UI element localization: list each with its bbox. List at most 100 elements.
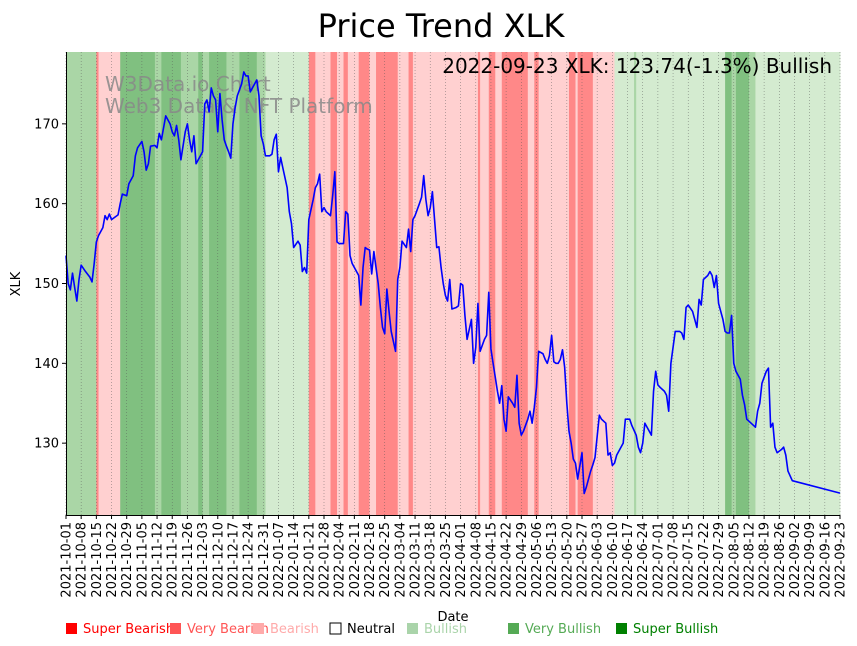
sentiment-band-22 bbox=[376, 52, 399, 515]
x-tick-label-7: 2021-11-19 bbox=[166, 522, 181, 598]
watermark: W3Data.io Chart Web3 Data & NFT Platform bbox=[105, 72, 373, 118]
x-tick-label-3: 2021-10-22 bbox=[105, 522, 120, 598]
sentiment-band-1 bbox=[96, 52, 99, 515]
x-tick-label-46: 2022-08-19 bbox=[758, 522, 773, 598]
sentiment-legend: Super Bearish Very Bearish Bearish Neutral B… bbox=[66, 622, 718, 637]
sentiment-bands bbox=[66, 52, 841, 515]
legend-swatch-3 bbox=[329, 622, 342, 635]
price-line bbox=[65, 71, 841, 495]
sentiment-band-40 bbox=[636, 52, 726, 515]
sentiment-band-12 bbox=[256, 52, 266, 515]
sentiment-band-29 bbox=[495, 52, 503, 515]
legend-label-3: Neutral bbox=[347, 622, 395, 637]
sentiment-band-39 bbox=[634, 52, 637, 515]
axes bbox=[66, 52, 840, 516]
x-tick-label-47: 2022-08-26 bbox=[773, 522, 788, 598]
x-tick-label-11: 2021-12-17 bbox=[226, 522, 241, 598]
x-tick-label-28: 2022-04-15 bbox=[484, 522, 499, 598]
sentiment-band-2 bbox=[98, 52, 121, 515]
x-tick-label-34: 2022-05-27 bbox=[576, 522, 591, 598]
sentiment-band-33 bbox=[538, 52, 570, 515]
x-tick-label-27: 2022-04-08 bbox=[469, 522, 484, 598]
x-tick-label-12: 2021-12-24 bbox=[242, 522, 257, 598]
x-tick-label-45: 2022-08-12 bbox=[742, 522, 757, 598]
sentiment-band-44 bbox=[748, 52, 756, 515]
y-tick-label-150: 150 bbox=[34, 277, 59, 292]
x-tick-label-2: 2021-10-15 bbox=[90, 522, 105, 598]
legend-swatch-5 bbox=[508, 623, 519, 634]
sentiment-band-24 bbox=[408, 52, 414, 515]
x-tick-label-24: 2022-03-18 bbox=[424, 522, 439, 598]
sentiment-band-45 bbox=[755, 52, 841, 515]
x-tick-label-6: 2021-11-12 bbox=[151, 522, 166, 598]
legend-swatch-6 bbox=[616, 623, 627, 634]
y-tick-label-130: 130 bbox=[34, 437, 59, 452]
sentiment-band-36 bbox=[577, 52, 594, 515]
sentiment-band-17 bbox=[337, 52, 344, 515]
y-axis-label: XLK bbox=[9, 271, 24, 296]
sentiment-band-14 bbox=[308, 52, 316, 515]
sentiment-band-37 bbox=[592, 52, 615, 515]
legend-swatch-1 bbox=[170, 623, 181, 634]
x-tick-label-5: 2021-11-05 bbox=[135, 522, 150, 598]
sentiment-band-26 bbox=[477, 52, 481, 515]
x-tick-label-39: 2022-07-01 bbox=[651, 522, 666, 598]
legend-swatch-2 bbox=[253, 623, 264, 634]
sentiment-band-20 bbox=[358, 52, 370, 515]
sentiment-band-43 bbox=[735, 52, 750, 515]
legend-swatch-0 bbox=[66, 623, 77, 634]
x-tick-label-20: 2022-02-18 bbox=[363, 522, 378, 598]
x-tick-label-42: 2022-07-22 bbox=[697, 522, 712, 598]
x-tick-label-22: 2022-03-04 bbox=[393, 522, 408, 598]
sentiment-band-34 bbox=[568, 52, 576, 515]
x-tick-label-1: 2021-10-08 bbox=[75, 522, 90, 598]
x-tick-label-32: 2022-05-13 bbox=[545, 522, 560, 598]
sentiment-band-4 bbox=[154, 52, 162, 515]
x-tick-label-18: 2022-02-04 bbox=[333, 522, 348, 598]
sentiment-band-15 bbox=[315, 52, 331, 515]
legend-label-5: Very Bullish bbox=[525, 622, 601, 637]
sentiment-band-21 bbox=[369, 52, 377, 515]
x-tick-label-50: 2022-09-16 bbox=[818, 522, 833, 598]
x-tick-label-41: 2022-07-15 bbox=[682, 522, 697, 598]
legend-label-4: Bullish bbox=[424, 622, 467, 637]
x-tick-label-25: 2022-03-25 bbox=[439, 522, 454, 598]
x-tick-label-16: 2022-01-21 bbox=[302, 522, 317, 598]
x-tick-label-9: 2021-12-03 bbox=[196, 522, 211, 598]
x-tick-label-48: 2022-09-02 bbox=[788, 522, 803, 598]
legend-label-2: Bearish bbox=[270, 622, 319, 637]
sentiment-band-35 bbox=[575, 52, 579, 515]
sentiment-band-7 bbox=[198, 52, 203, 515]
x-tick-label-44: 2022-08-05 bbox=[727, 522, 742, 598]
y-tick-label-160: 160 bbox=[34, 197, 59, 212]
x-tick-label-4: 2021-10-29 bbox=[120, 522, 135, 598]
x-ticks: 2021-10-01 2021-10-08 2021-10-15 2021-10-22… bbox=[60, 515, 849, 598]
sentiment-band-30 bbox=[501, 52, 529, 515]
x-tick-label-49: 2022-09-09 bbox=[803, 522, 818, 598]
x-tick-label-21: 2022-02-25 bbox=[378, 522, 393, 598]
x-tick-label-14: 2022-01-07 bbox=[272, 522, 287, 598]
sentiment-band-23 bbox=[397, 52, 409, 515]
x-tick-label-13: 2021-12-31 bbox=[257, 522, 272, 598]
x-tick-label-8: 2021-11-26 bbox=[181, 522, 196, 598]
x-axis-label: Date bbox=[437, 610, 468, 625]
x-tick-label-43: 2022-07-29 bbox=[712, 522, 727, 598]
x-tick-label-38: 2022-06-24 bbox=[636, 522, 651, 598]
sentiment-band-38 bbox=[614, 52, 635, 515]
sentiment-band-13 bbox=[265, 52, 310, 515]
sentiment-band-3 bbox=[120, 52, 156, 515]
sentiment-band-6 bbox=[180, 52, 199, 515]
sentiment-band-19 bbox=[347, 52, 360, 515]
y-tick-label-170: 170 bbox=[34, 117, 59, 132]
sentiment-band-8 bbox=[202, 52, 210, 515]
legend-label-6: Super Bullish bbox=[633, 622, 718, 637]
y-tick-label-140: 140 bbox=[34, 357, 59, 372]
x-tick-label-40: 2022-07-08 bbox=[667, 522, 682, 598]
x-tick-label-29: 2022-04-22 bbox=[500, 522, 515, 598]
y-ticks: 130 140 150 160 170 bbox=[34, 117, 66, 452]
legend-label-0: Super Bearish bbox=[83, 622, 174, 637]
x-tick-label-33: 2022-05-20 bbox=[560, 522, 575, 598]
x-tick-label-23: 2022-03-11 bbox=[409, 522, 424, 598]
latest-price-annotation: 2022-09-23 XLK: 123.74(-1.3%) Bullish bbox=[442, 54, 832, 78]
sentiment-band-18 bbox=[343, 52, 349, 515]
